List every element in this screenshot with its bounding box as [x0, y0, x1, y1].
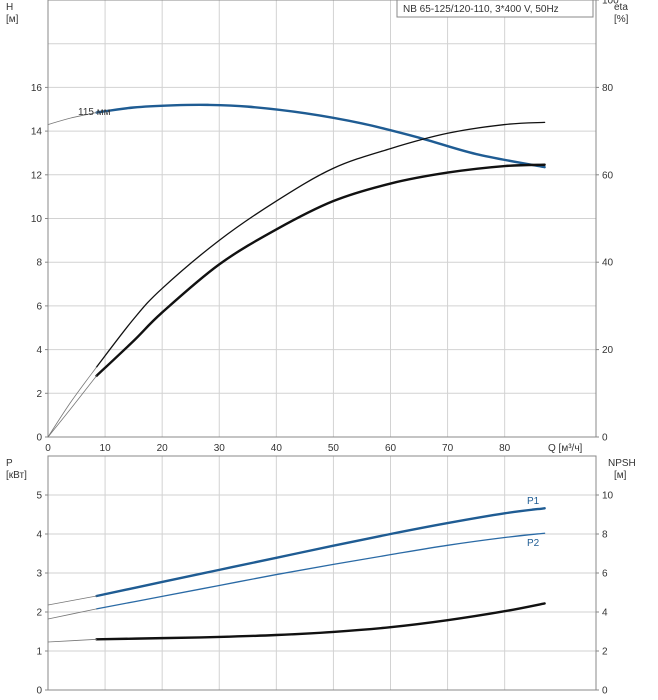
upper-series-line-1: [47, 112, 97, 125]
lower-left-tick-label: 4: [36, 530, 42, 541]
upper-series-line-0: [95, 103, 546, 169]
lower-right-axis-label-line1: NPSH: [608, 458, 636, 469]
upper-left-tick-label: 16: [31, 83, 43, 94]
lower-series-line-0: [95, 507, 546, 598]
x-tick-label: 20: [157, 443, 169, 454]
upper-right-axis-label-line1: eta: [614, 2, 628, 13]
lower-left-tick-label: 5: [36, 491, 42, 502]
upper-left-tick-label: 12: [31, 170, 43, 181]
x-tick-label: 70: [442, 443, 454, 454]
lower-series-line-1: [47, 595, 97, 606]
title-box: [396, 0, 594, 18]
upper-left-tick-label: 14: [31, 127, 43, 138]
upper-series-line-3: [47, 366, 97, 438]
upper-right-tick-label: 0: [602, 433, 608, 444]
x-tick-label: 30: [214, 443, 226, 454]
lower-right-tick-label: 6: [602, 569, 608, 580]
upper-right-tick-label: 40: [602, 258, 614, 269]
lower-left-axis-label-line2: [кВт]: [6, 470, 27, 481]
upper-series-line-5: [47, 375, 97, 438]
lower-left-tick-label: 3: [36, 569, 42, 580]
x-axis-label: Q [м³/ч]: [548, 443, 583, 454]
chart-title: NB 65-125/120-110, 3*400 V, 50Hz: [403, 4, 559, 15]
upper-right-tick-label: 20: [602, 345, 614, 356]
x-tick-label: 60: [385, 443, 397, 454]
lower-series-line-2: [95, 532, 546, 610]
lower-series-line-5: [47, 638, 97, 643]
lower-gridlines: [48, 456, 596, 690]
upper-left-tick-label: 10: [31, 214, 43, 225]
series-label-p1: P1: [527, 496, 540, 507]
upper-left-tick-label: 2: [36, 389, 42, 400]
lower-left-tick-label: 1: [36, 647, 42, 658]
lower-tick-labels: 0 1 2 3 4 5 0 2 4 6 8 10: [36, 491, 613, 697]
upper-left-tick-label: 8: [36, 258, 42, 269]
lower-right-tick-label: 2: [602, 647, 608, 658]
x-tick-label: 50: [328, 443, 340, 454]
x-tick-label: 0: [45, 443, 51, 454]
lower-right-tick-label: 10: [602, 491, 614, 502]
lower-left-tick-label: 0: [36, 686, 42, 697]
impeller-diameter-annotation: 115 мм: [78, 107, 111, 118]
series-label-p2: P2: [527, 538, 540, 549]
lower-series-line-3: [47, 608, 97, 620]
lower-series: [47, 507, 546, 643]
lower-series-line-4: [95, 602, 546, 641]
upper-left-axis-label-line2: [м]: [6, 14, 19, 25]
upper-right-tick-label: 100: [602, 0, 619, 7]
lower-left-tick-label: 2: [36, 608, 42, 619]
lower-left-axis-label-line1: P: [6, 458, 13, 469]
upper-series: [47, 103, 546, 438]
lower-right-tick-label: 8: [602, 530, 608, 541]
upper-left-tick-label: 6: [36, 301, 42, 312]
lower-plot: 0 1 2 3 4 5 0 2 4 6 8 10 P [кВт] NPSH [м] P1 P2: [6, 455, 636, 697]
x-tick-label: 40: [271, 443, 283, 454]
x-tick-label: 10: [100, 443, 112, 454]
upper-left-tick-label: 0: [36, 433, 42, 444]
upper-right-tick-label: 60: [602, 170, 614, 181]
upper-tick-labels: 0 2 4 6 8 10 12 14 16 0 20 40 60 80 100 0 10 20 30 40 50 60 70…: [31, 0, 619, 454]
upper-series-line-2: [95, 121, 546, 368]
upper-gridlines: [48, 0, 596, 437]
lower-right-axis-label-line2: [м]: [614, 470, 627, 481]
x-tick-label: 80: [499, 443, 511, 454]
upper-plot: 0 2 4 6 8 10 12 14 16 0 20 40 60 80 100 0 10 20 30 40 50 60 70…: [6, 0, 629, 454]
upper-left-tick-label: 4: [36, 345, 42, 356]
lower-right-tick-label: 4: [602, 608, 608, 619]
lower-right-tick-label: 0: [602, 686, 608, 697]
upper-right-tick-label: 80: [602, 83, 614, 94]
upper-left-axis-label-line1: H: [6, 2, 13, 13]
upper-series-line-4: [95, 163, 546, 378]
upper-right-axis-label-line2: [%]: [614, 14, 629, 25]
